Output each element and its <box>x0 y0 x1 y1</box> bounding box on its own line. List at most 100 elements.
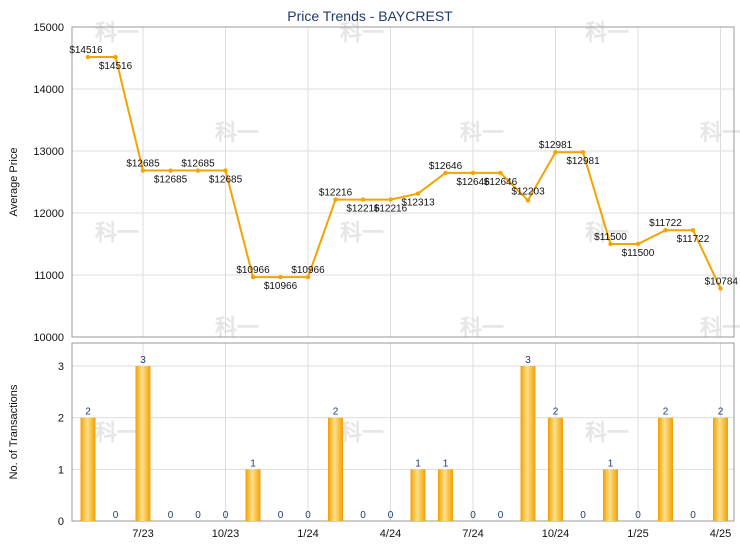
watermark-7: 科一 <box>340 221 384 246</box>
price-label-19: $11500 <box>594 232 627 243</box>
watermark-14: 科一 <box>585 421 629 446</box>
transaction-bar-label-20: 0 <box>635 510 641 521</box>
price-point-9 <box>333 197 338 202</box>
price-label-16: $12203 <box>511 186 545 197</box>
transaction-bar-label-17: 2 <box>553 407 559 418</box>
price-label-7: $10966 <box>264 281 298 292</box>
price-point-18 <box>580 149 586 155</box>
price-label-9: $12216 <box>319 188 353 199</box>
price-point-8 <box>305 274 311 280</box>
price-label-4: $12685 <box>181 159 215 170</box>
price-y-tick-5: 15000 <box>33 22 64 34</box>
price-point-12 <box>415 191 421 196</box>
transaction-bar-label-2: 3 <box>140 355 146 366</box>
price-point-6 <box>250 274 256 280</box>
transaction-bar-label-21: 2 <box>663 407 669 418</box>
price-label-6: $10966 <box>236 265 270 276</box>
price-label-2: $12685 <box>126 159 160 170</box>
price-point-7 <box>278 274 283 280</box>
transaction-bar-2 <box>135 366 151 521</box>
x-tick-1: 10/23 <box>212 528 240 540</box>
transactions-y-axis-label: No. of Transactions <box>8 384 20 479</box>
transaction-bar-17 <box>548 417 563 521</box>
price-point-19 <box>608 241 613 247</box>
price-y-axis-label: Average Price <box>8 148 20 217</box>
watermark-0: 科一 <box>95 21 139 46</box>
x-axis-ticks: 7/23 10/23 1/24 4/24 7/24 10/24 1/25 4/25 <box>132 528 731 540</box>
transaction-bar-label-10: 0 <box>360 510 366 521</box>
price-point-17 <box>553 149 558 155</box>
transaction-bar-label-3: 0 <box>168 510 174 521</box>
transactions-y-ticks: 0 1 2 3 <box>58 361 64 528</box>
watermark-4: 科一 <box>460 121 504 146</box>
price-label-17: $12981 <box>539 140 573 151</box>
transaction-bar-23 <box>713 417 728 521</box>
transaction-bar-0 <box>80 417 96 521</box>
transactions-y-tick-3: 3 <box>58 361 64 373</box>
price-label-23: $10784 <box>705 276 739 287</box>
x-tick-0: 7/23 <box>132 528 153 540</box>
transaction-bar-12 <box>410 469 426 521</box>
price-label-1: $14516 <box>99 61 133 72</box>
price-point-4 <box>195 168 201 173</box>
transaction-bar-label-8: 0 <box>305 510 311 521</box>
price-label-14: $12646 <box>456 177 490 188</box>
watermark-3: 科一 <box>215 121 259 146</box>
transaction-bar-label-5: 0 <box>223 510 229 521</box>
x-tick-2: 1/24 <box>297 528 318 540</box>
transaction-bar-16 <box>520 366 536 521</box>
price-line: $14516 $14516 $12685 $12685 $12685 $12685 $109… <box>69 45 738 292</box>
price-label-12: $12313 <box>401 198 435 209</box>
transaction-bar-label-12: 1 <box>415 458 421 469</box>
price-y-tick-2: 12000 <box>33 208 64 220</box>
transaction-bar-21 <box>658 417 673 521</box>
price-point-5 <box>223 168 228 173</box>
price-label-10: $12216 <box>346 204 380 215</box>
price-label-13: $12646 <box>429 161 463 172</box>
transaction-bar-label-4: 0 <box>195 510 201 521</box>
transaction-bar-label-23: 2 <box>718 407 724 418</box>
price-y-tick-1: 11000 <box>34 270 64 282</box>
price-y-ticks: 10000 11000 12000 13000 14000 15000 <box>33 22 64 344</box>
price-point-22 <box>690 228 696 233</box>
x-tick-5: 10/24 <box>542 528 570 540</box>
price-grid <box>72 27 734 337</box>
transactions-grid <box>72 343 734 521</box>
transactions-y-tick-0: 0 <box>58 516 64 528</box>
price-label-21: $11722 <box>649 218 682 229</box>
price-point-3 <box>168 168 173 173</box>
price-label-20: $11500 <box>622 248 655 259</box>
chart-title: Price Trends - BAYCREST <box>287 8 453 24</box>
transaction-bar-label-18: 0 <box>580 510 586 521</box>
transaction-bar-label-13: 1 <box>443 458 449 469</box>
transaction-bar-9 <box>328 417 343 521</box>
x-tick-7: 4/25 <box>710 528 731 540</box>
price-point-13 <box>443 170 448 176</box>
transactions-y-tick-1: 1 <box>58 464 64 476</box>
transactions-y-tick-2: 2 <box>58 413 64 425</box>
transaction-bar-label-11: 0 <box>388 510 394 521</box>
price-point-20 <box>635 241 641 247</box>
transaction-bar-label-19: 1 <box>608 458 614 469</box>
price-point-2 <box>140 168 146 173</box>
watermark-12: 科一 <box>95 421 139 446</box>
price-point-15 <box>498 170 503 176</box>
transaction-bar-label-6: 1 <box>250 458 256 469</box>
transaction-bar-19 <box>603 469 618 521</box>
price-label-3: $12685 <box>154 175 188 186</box>
price-y-tick-3: 13000 <box>33 146 64 158</box>
price-point-14 <box>470 170 476 176</box>
price-series-line <box>88 56 722 289</box>
watermark-13: 科一 <box>340 421 384 446</box>
price-label-0: $14516 <box>69 45 103 56</box>
price-label-22: $11722 <box>677 234 710 245</box>
transaction-bar-13 <box>438 469 453 521</box>
x-tick-3: 4/24 <box>380 528 401 540</box>
x-tick-4: 7/24 <box>462 528 483 540</box>
transaction-bar-6 <box>245 469 261 521</box>
price-plot-frame <box>71 26 735 338</box>
watermark-6: 科一 <box>95 221 139 246</box>
price-point-0 <box>85 54 91 60</box>
